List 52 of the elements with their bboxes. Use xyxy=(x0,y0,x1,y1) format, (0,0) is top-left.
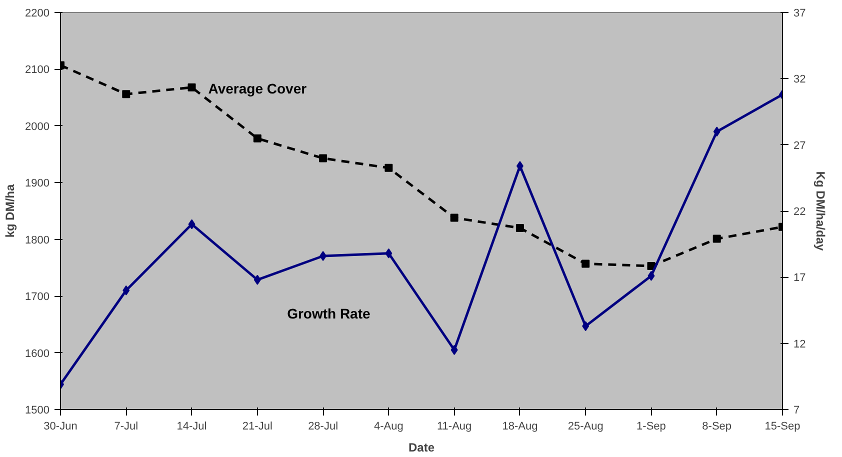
y-tick-label: 2000 xyxy=(25,120,50,133)
point xyxy=(254,274,261,285)
x-tick-label: 4-Aug xyxy=(374,420,404,432)
point xyxy=(384,164,393,172)
point xyxy=(319,154,328,162)
point xyxy=(450,344,458,355)
x-tick-label: 25-Aug xyxy=(568,420,604,432)
point xyxy=(188,83,196,92)
series-label: Average Cover xyxy=(208,80,308,96)
x-tick-label: 1-Sep xyxy=(636,420,666,432)
y2-axis-title: Kg DM/ha/day xyxy=(814,171,828,251)
y-tick-label: 2100 xyxy=(25,64,50,76)
y-tick-label: 1500 xyxy=(25,404,50,416)
point xyxy=(516,224,524,232)
y-axis-title: kg DM/ha xyxy=(3,184,18,238)
y2-tick-label: 37 xyxy=(794,8,806,20)
y-tick-label: 2200 xyxy=(25,8,50,20)
point xyxy=(712,234,721,243)
y2-tick-label: 7 xyxy=(794,404,800,416)
point xyxy=(648,270,655,281)
point xyxy=(713,126,720,137)
point xyxy=(516,161,524,172)
point xyxy=(320,250,327,261)
y-tick-label: 1600 xyxy=(25,348,50,360)
text: Growth Rate xyxy=(287,305,371,322)
y2-tick-label: 22 xyxy=(794,206,806,218)
y2-tick-label: 32 xyxy=(794,74,806,86)
point xyxy=(122,90,130,98)
point xyxy=(122,285,130,296)
y-tick-label: 1900 xyxy=(25,178,50,190)
y2-tick-label: 17 xyxy=(794,272,806,284)
x-tick-label: 18-Aug xyxy=(502,420,538,432)
point xyxy=(385,248,392,258)
point xyxy=(188,219,196,230)
point xyxy=(253,134,262,142)
point xyxy=(582,260,590,268)
point xyxy=(450,214,458,222)
y2-tick-label: 27 xyxy=(794,140,806,152)
x-tick-label: 8-Sep xyxy=(702,420,732,432)
x-tick-label: 11-Aug xyxy=(436,420,472,432)
point xyxy=(647,262,656,270)
x-axis-title: Date xyxy=(408,440,435,454)
y-tick-label: 1700 xyxy=(25,291,50,304)
x-tick-label: 7-Jul xyxy=(114,420,138,432)
y2-tick-label: 12 xyxy=(794,338,806,350)
x-tick-label: 21-Jul xyxy=(242,420,272,432)
x-tick-label: 14-Jul xyxy=(176,420,207,432)
point xyxy=(582,321,590,332)
y-tick-label: 1800 xyxy=(25,234,50,246)
x-tick-label: 28-Jul xyxy=(308,420,338,432)
x-tick-label: 15-Sep xyxy=(764,420,800,432)
x-tick-label: 30-Jun xyxy=(44,420,78,432)
